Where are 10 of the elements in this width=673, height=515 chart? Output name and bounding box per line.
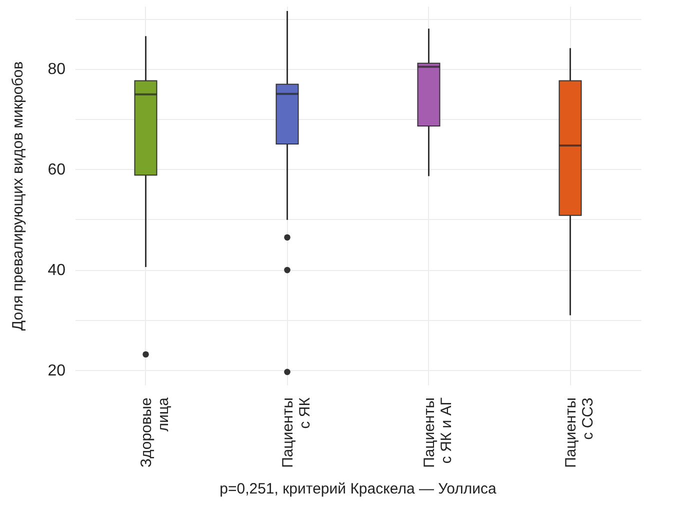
- x-tick-label: Пациенты с ССЗ: [562, 398, 596, 468]
- x-tick-label: Здоровые лица: [138, 396, 172, 468]
- y-tick-label: 60: [48, 162, 66, 179]
- y-axis-title: Доля превалирующих видов микробов: [10, 61, 27, 331]
- y-tick-label: 40: [48, 262, 66, 280]
- text: p=0,251, критерий Краскела — Уоллиса: [220, 480, 498, 498]
- x-tick-label: Пациенты с ЯК: [279, 397, 314, 468]
- y-tick-label: 20: [48, 362, 66, 380]
- y-tick-label: 80: [48, 61, 66, 78]
- x-tick-label: Пациенты с ЯК и АГ: [420, 398, 455, 468]
